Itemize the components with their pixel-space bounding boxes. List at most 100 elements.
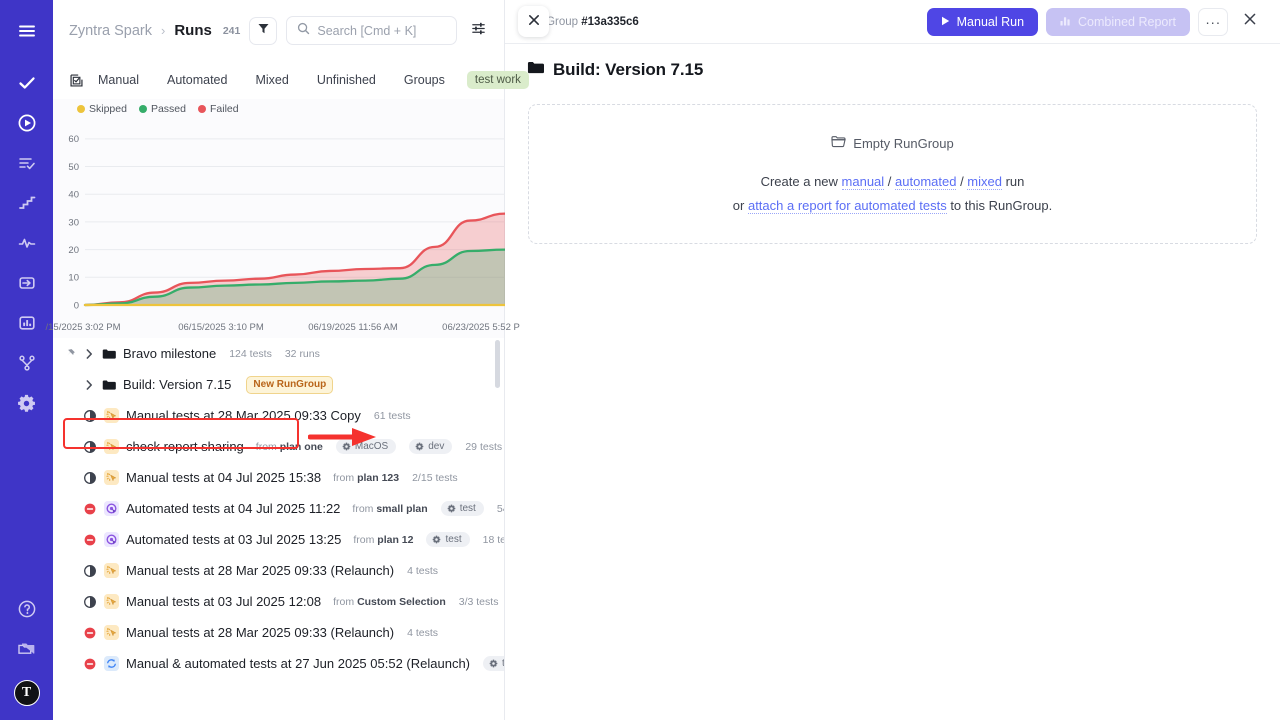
tag-chip[interactable]: test <box>426 532 470 547</box>
status-stopped-icon <box>83 534 96 546</box>
activity-pulse-icon[interactable] <box>10 226 44 260</box>
hamburger-menu-icon[interactable] <box>10 14 44 48</box>
row-title: Manual tests at 04 Jul 2025 15:38 <box>126 470 322 485</box>
panel-close-button[interactable] <box>518 6 549 37</box>
gear-icon[interactable] <box>10 386 44 420</box>
row-title: Manual tests at 03 Jul 2025 12:08 <box>126 594 322 609</box>
row-meta: 124 tests <box>229 347 272 360</box>
run-row[interactable]: Manual tests at 28 Mar 2025 09:33 (Relau… <box>53 617 504 648</box>
tag-chip-label: test <box>445 534 462 545</box>
legend-item-passed: Passed <box>138 103 186 115</box>
row-meta: 18 tests <box>482 533 504 546</box>
tab-automated[interactable]: Automated <box>167 73 228 87</box>
pin-icon[interactable] <box>65 348 76 359</box>
row-title: Automated tests at 03 Jul 2025 13:25 <box>126 532 342 547</box>
chart-ytick: 60 <box>68 134 79 145</box>
search-input[interactable] <box>317 23 446 38</box>
legend-item-skipped: Skipped <box>77 103 127 115</box>
row-title: Manual tests at 28 Mar 2025 09:33 (Relau… <box>126 563 395 578</box>
manual-run-button[interactable]: Manual Run <box>926 7 1039 36</box>
folder-icon[interactable] <box>10 632 44 666</box>
chart-ytick: 50 <box>68 162 79 173</box>
run-row[interactable]: Manual & automated tests at 27 Jun 2025 … <box>53 648 504 679</box>
steps-icon[interactable] <box>10 186 44 220</box>
tag-chip[interactable]: test <box>440 501 484 516</box>
chart-line <box>83 212 505 307</box>
rungroup-detail-panel: RunGroup #13a335c6 Manual Run Combined R… <box>505 0 1280 720</box>
list-scrollbar-track[interactable] <box>495 0 502 720</box>
tab-manual[interactable]: Manual <box>98 73 139 87</box>
bar-chart-icon <box>1060 15 1071 29</box>
play-circle-icon[interactable] <box>10 106 44 140</box>
rungroup-row[interactable]: Build: Version 7.15 New RunGroup <box>53 369 504 400</box>
status-stopped-icon <box>83 658 96 670</box>
tab-mixed[interactable]: Mixed <box>255 73 289 87</box>
select-all-icon[interactable] <box>69 73 84 88</box>
chart-ytick: 20 <box>68 245 79 256</box>
empty-sep-1: / <box>884 174 896 189</box>
avatar-letter: T <box>21 685 32 700</box>
tag-chip[interactable]: MacOS <box>335 439 397 454</box>
list-scrollbar-thumb[interactable] <box>495 340 500 388</box>
automated-run-type-icon <box>103 501 119 516</box>
status-stopped-icon <box>83 503 96 515</box>
row-title: Manual tests at 28 Mar 2025 09:33 (Relau… <box>126 625 395 640</box>
detail-title-row: Build: Version 7.15 <box>505 44 1280 80</box>
run-row[interactable]: Automated tests at 03 Jul 2025 13:25 from… <box>53 524 504 555</box>
detail-header: RunGroup #13a335c6 Manual Run Combined R… <box>505 0 1280 44</box>
run-row[interactable]: Manual tests at 28 Mar 2025 09:33 Copy 61… <box>53 400 504 431</box>
search-box[interactable] <box>286 16 457 45</box>
help-circle-icon[interactable] <box>10 592 44 626</box>
legend-dot-skipped <box>77 105 85 113</box>
empty-state-heading-text: Empty RunGroup <box>853 135 954 151</box>
link-manual[interactable]: manual <box>841 174 885 190</box>
view-settings-button[interactable] <box>466 18 490 44</box>
folder-icon <box>102 348 116 360</box>
tab-unfinished[interactable]: Unfinished <box>316 73 376 87</box>
empty-line1-pre: Create a new <box>760 174 842 189</box>
breadcrumb-current[interactable]: Runs <box>174 22 212 39</box>
close-icon <box>528 13 540 31</box>
chart-xtick: 06/19/2025 11:56 AM <box>308 322 398 333</box>
run-row[interactable]: Manual tests at 03 Jul 2025 12:08 from Cu… <box>53 586 504 617</box>
link-automated[interactable]: automated <box>895 174 957 190</box>
tag-chip[interactable]: dev <box>409 439 453 454</box>
tag-chip[interactable]: test <box>483 656 504 671</box>
share-branch-icon[interactable] <box>10 346 44 380</box>
manual-run-type-icon <box>103 470 119 485</box>
run-row[interactable]: Manual tests at 04 Jul 2025 15:38 from pl… <box>53 462 504 493</box>
combined-report-button[interactable]: Combined Report <box>1046 7 1190 36</box>
import-arrow-icon[interactable] <box>10 266 44 300</box>
chevron-right-icon[interactable] <box>83 379 95 390</box>
empty-state-line-2: or attach a report for automated tests t… <box>732 198 1052 214</box>
runs-chart: Skipped Passed Failed 0 10 20 30 40 50 60 /15/… <box>46 99 520 338</box>
link-mixed[interactable]: mixed <box>967 174 1002 190</box>
check-icon[interactable] <box>10 66 44 100</box>
bar-chart-icon[interactable] <box>10 306 44 340</box>
link-attach-report[interactable]: attach a report for automated tests <box>747 198 947 214</box>
run-row[interactable]: Automated tests at 04 Jul 2025 11:22 from… <box>53 493 504 524</box>
row-source: from plan 12 <box>353 533 414 546</box>
tag-chip-label: test <box>459 503 476 514</box>
breadcrumb-project[interactable]: Zyntra Spark <box>69 22 152 39</box>
avatar[interactable]: T <box>13 680 40 706</box>
breadcrumb-separator: › <box>161 23 166 38</box>
run-row[interactable]: check report sharing from plan one MacOS de… <box>53 431 504 462</box>
list-check-icon[interactable] <box>10 146 44 180</box>
chevron-right-icon[interactable] <box>83 348 95 359</box>
chart-legend: Skipped Passed Failed <box>53 99 504 117</box>
detail-close-button[interactable] <box>1236 8 1264 36</box>
tab-groups[interactable]: Groups <box>403 73 445 87</box>
empty-line2-pre: or <box>732 198 748 213</box>
run-row[interactable]: Manual tests at 28 Mar 2025 09:33 (Relau… <box>53 555 504 586</box>
filter-button[interactable] <box>249 16 278 45</box>
tab-chip-test-work[interactable]: test work <box>466 71 529 89</box>
rungroup-row[interactable]: Bravo milestone 124 tests 32 runs <box>53 338 504 369</box>
tag-chip-label: dev <box>428 441 445 452</box>
sliders-icon <box>471 21 486 41</box>
more-options-button[interactable]: ··· <box>1198 7 1228 36</box>
status-inprogress-icon <box>83 471 96 484</box>
manual-run-type-icon <box>103 408 119 423</box>
row-title: Build: Version 7.15 <box>123 377 232 392</box>
